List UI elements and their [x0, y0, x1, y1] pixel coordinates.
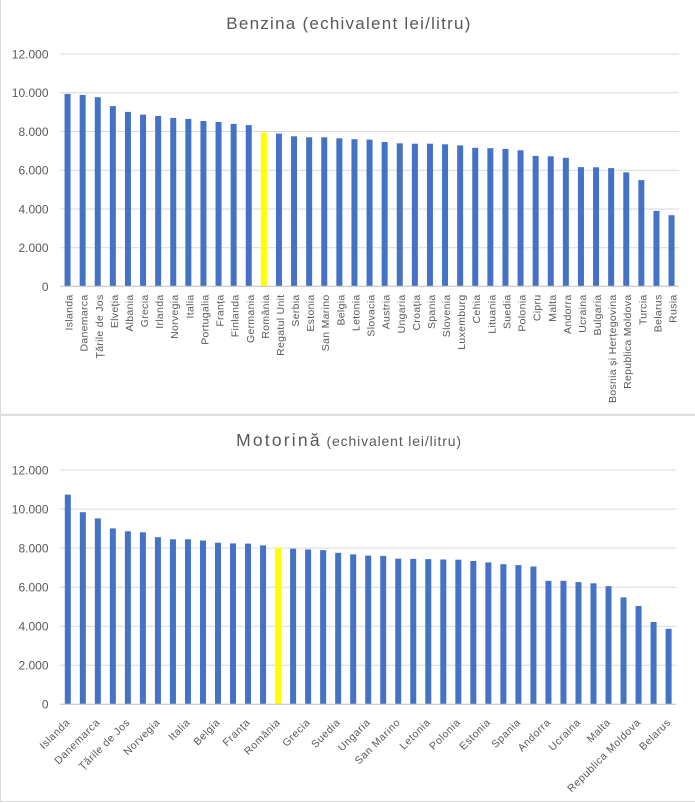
- svg-text:Slovenia: Slovenia: [441, 295, 453, 338]
- svg-text:Regatul Unit: Regatul Unit: [275, 295, 287, 356]
- svg-text:Croația: Croația: [411, 295, 423, 331]
- svg-text:8.000: 8.000: [18, 541, 48, 555]
- svg-text:6.000: 6.000: [18, 164, 48, 178]
- svg-text:0: 0: [42, 698, 49, 712]
- svg-text:2.000: 2.000: [18, 241, 48, 255]
- svg-text:Republica Moldova: Republica Moldova: [622, 295, 634, 389]
- svg-text:Serbia: Serbia: [290, 295, 302, 327]
- svg-text:6.000: 6.000: [18, 581, 48, 595]
- svg-text:Slovacia: Slovacia: [366, 295, 378, 337]
- svg-text:Polonia: Polonia: [517, 295, 529, 332]
- svg-text:Islanda: Islanda: [64, 295, 76, 331]
- svg-text:8.000: 8.000: [18, 125, 48, 139]
- svg-text:Letonia: Letonia: [350, 295, 362, 332]
- svg-text:Grecia: Grecia: [139, 295, 151, 328]
- svg-text:Austria: Austria: [381, 295, 393, 330]
- svg-text:Benzina (echivalent lei/litru): Benzina (echivalent lei/litru): [226, 14, 471, 33]
- svg-text:Elveția: Elveția: [109, 295, 121, 329]
- svg-text:Bosnia și Herțegovina: Bosnia și Herțegovina: [607, 295, 619, 403]
- svg-text:Bulgaria: Bulgaria: [592, 295, 604, 336]
- svg-text:Belgia: Belgia: [335, 295, 347, 326]
- svg-text:0: 0: [42, 280, 49, 294]
- svg-text:Rusia: Rusia: [668, 295, 680, 323]
- svg-text:Ungaria: Ungaria: [396, 295, 408, 334]
- svg-text:Țările de Jos: Țările de Jos: [94, 295, 106, 359]
- svg-text:Suedia: Suedia: [501, 295, 513, 330]
- svg-text:Spania: Spania: [426, 295, 438, 330]
- svg-text:Portugalia: Portugalia: [199, 295, 211, 345]
- svg-text:Cipru: Cipru: [532, 295, 544, 322]
- svg-text:Andorra: Andorra: [562, 295, 574, 334]
- svg-text:10.000: 10.000: [12, 86, 49, 100]
- svg-text:Motorină (echivalent lei/litru: Motorină (echivalent lei/litru): [236, 430, 462, 450]
- svg-text:Belarus: Belarus: [652, 295, 664, 333]
- svg-text:Finlanda: Finlanda: [230, 295, 242, 338]
- svg-text:România: România: [260, 295, 272, 339]
- svg-text:Lituania: Lituania: [486, 295, 498, 334]
- svg-text:10.000: 10.000: [12, 502, 49, 516]
- svg-text:Franța: Franța: [215, 295, 227, 327]
- svg-text:Estonia: Estonia: [305, 295, 317, 332]
- svg-text:4.000: 4.000: [18, 202, 48, 216]
- svg-text:Germania: Germania: [245, 295, 257, 344]
- svg-text:Cehia: Cehia: [471, 295, 483, 324]
- svg-text:4.000: 4.000: [18, 620, 48, 634]
- svg-text:Norvegia: Norvegia: [169, 295, 181, 339]
- svg-text:Malta: Malta: [547, 295, 559, 322]
- svg-text:2.000: 2.000: [18, 659, 48, 673]
- svg-text:Luxemburg: Luxemburg: [456, 294, 468, 349]
- svg-text:Turcia: Turcia: [637, 295, 649, 326]
- svg-text:Ucraina: Ucraina: [577, 295, 589, 333]
- svg-text:Italia: Italia: [184, 295, 196, 319]
- svg-text:12.000: 12.000: [12, 463, 49, 477]
- svg-text:San Marino: San Marino: [320, 295, 332, 352]
- svg-text:12.000: 12.000: [12, 47, 49, 61]
- svg-text:Danemarca: Danemarca: [79, 295, 91, 352]
- svg-text:Irlanda: Irlanda: [154, 295, 166, 329]
- svg-text:Albania: Albania: [124, 295, 136, 332]
